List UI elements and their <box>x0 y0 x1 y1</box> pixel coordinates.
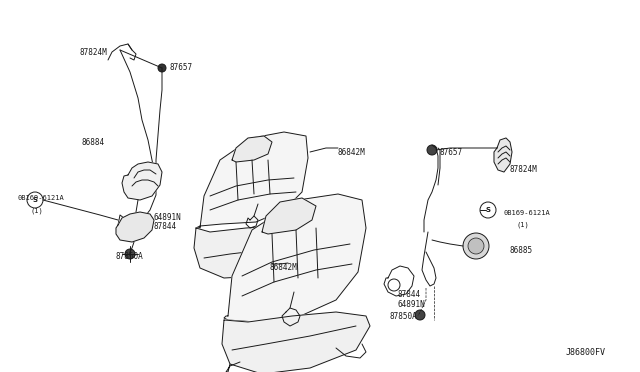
Text: 87824M: 87824M <box>510 165 538 174</box>
Circle shape <box>463 233 489 259</box>
Text: 87844: 87844 <box>154 222 177 231</box>
Text: 87850A: 87850A <box>390 312 418 321</box>
Text: S: S <box>486 207 490 213</box>
Text: 87844: 87844 <box>397 290 420 299</box>
Text: 64891N: 64891N <box>154 213 182 222</box>
Text: 86885: 86885 <box>509 246 532 255</box>
Text: 87824M: 87824M <box>80 48 108 57</box>
Circle shape <box>125 249 135 259</box>
Text: J86800FV: J86800FV <box>566 348 606 357</box>
Polygon shape <box>222 312 370 372</box>
Text: 86842M: 86842M <box>338 148 365 157</box>
Text: (1): (1) <box>516 221 529 228</box>
Text: 0B169-6121A: 0B169-6121A <box>504 210 551 216</box>
Polygon shape <box>194 226 308 278</box>
Polygon shape <box>116 212 154 242</box>
Polygon shape <box>262 198 316 234</box>
Polygon shape <box>224 194 366 322</box>
Text: S: S <box>33 197 38 203</box>
Text: 86884: 86884 <box>82 138 105 147</box>
Polygon shape <box>196 132 308 228</box>
Text: 86842M: 86842M <box>270 263 298 272</box>
Polygon shape <box>122 162 162 200</box>
Text: 87657: 87657 <box>440 148 463 157</box>
Text: 0B169-6121A: 0B169-6121A <box>17 195 64 201</box>
Text: 87850A: 87850A <box>116 252 144 261</box>
Polygon shape <box>232 136 272 162</box>
Circle shape <box>468 238 484 254</box>
Polygon shape <box>494 138 512 172</box>
Circle shape <box>427 145 437 155</box>
Circle shape <box>158 64 166 72</box>
Text: 64891N: 64891N <box>397 300 425 309</box>
Text: 87657: 87657 <box>170 63 193 72</box>
Circle shape <box>415 310 425 320</box>
Text: (1): (1) <box>30 207 43 214</box>
